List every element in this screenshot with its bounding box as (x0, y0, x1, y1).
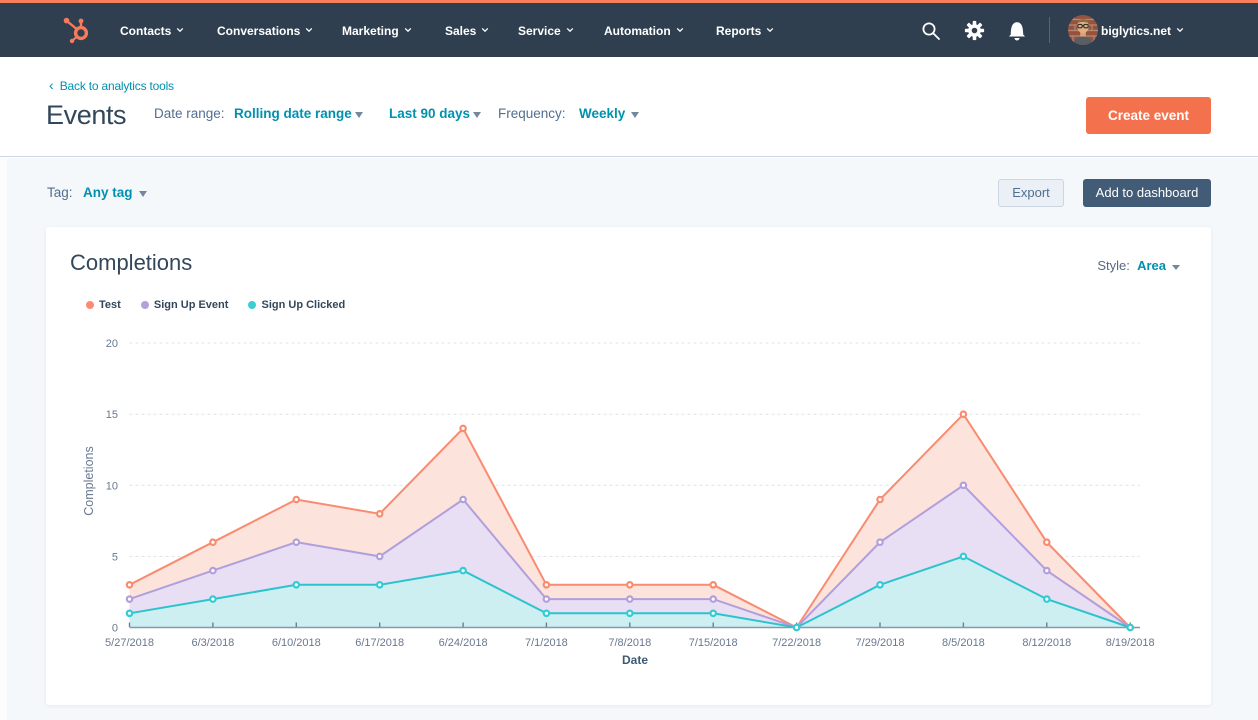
svg-text:6/17/2018: 6/17/2018 (355, 637, 404, 649)
svg-text:6/24/2018: 6/24/2018 (439, 637, 488, 649)
svg-text:8/5/2018: 8/5/2018 (942, 637, 985, 649)
svg-text:0: 0 (112, 623, 118, 635)
svg-text:8/19/2018: 8/19/2018 (1106, 637, 1155, 649)
svg-text:7/1/2018: 7/1/2018 (525, 637, 568, 649)
svg-text:6/3/2018: 6/3/2018 (191, 637, 234, 649)
svg-text:7/22/2018: 7/22/2018 (772, 637, 821, 649)
svg-text:7/8/2018: 7/8/2018 (608, 637, 651, 649)
svg-text:7/29/2018: 7/29/2018 (856, 637, 905, 649)
svg-text:10: 10 (106, 480, 118, 492)
svg-text:Completions: Completions (82, 446, 96, 515)
svg-text:7/15/2018: 7/15/2018 (689, 637, 738, 649)
svg-text:Date: Date (622, 653, 648, 667)
svg-text:20: 20 (106, 338, 118, 350)
svg-text:15: 15 (106, 409, 118, 421)
svg-text:5/27/2018: 5/27/2018 (105, 637, 154, 649)
svg-text:5: 5 (112, 551, 118, 563)
svg-text:6/10/2018: 6/10/2018 (272, 637, 321, 649)
svg-text:8/12/2018: 8/12/2018 (1022, 637, 1071, 649)
